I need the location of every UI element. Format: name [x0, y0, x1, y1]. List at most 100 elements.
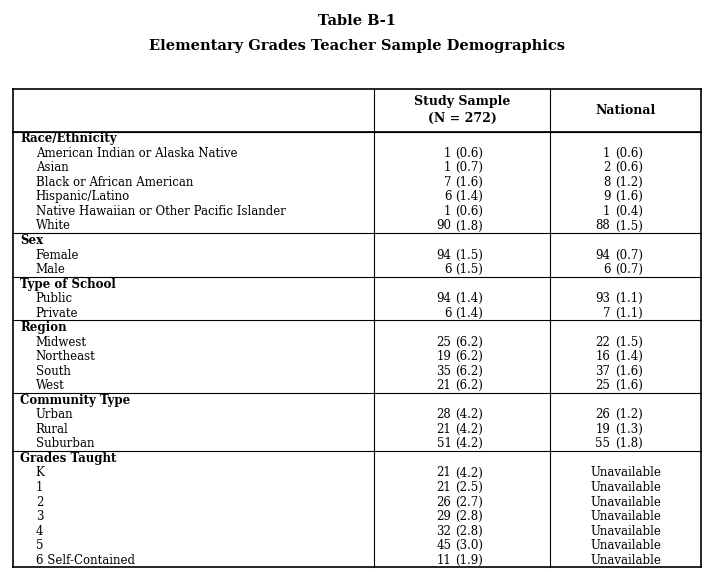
Text: (1.4): (1.4) — [615, 350, 643, 363]
Text: (1.5): (1.5) — [615, 220, 643, 232]
Text: Sex: Sex — [20, 234, 43, 247]
Text: (1.1): (1.1) — [615, 307, 643, 320]
Text: 1: 1 — [603, 205, 610, 218]
Text: Unavailable: Unavailable — [590, 495, 661, 509]
Text: (4.2): (4.2) — [455, 423, 483, 436]
Text: South: South — [36, 365, 71, 378]
Text: (2.8): (2.8) — [455, 510, 483, 523]
Text: Elementary Grades Teacher Sample Demographics: Elementary Grades Teacher Sample Demogra… — [149, 39, 565, 53]
Text: Midwest: Midwest — [36, 336, 86, 349]
Text: 29: 29 — [436, 510, 451, 523]
Text: Asian: Asian — [36, 161, 69, 174]
Text: (1.8): (1.8) — [455, 220, 483, 232]
Text: (0.6): (0.6) — [615, 147, 643, 160]
Text: (1.4): (1.4) — [455, 307, 483, 320]
Text: 26: 26 — [436, 495, 451, 509]
Text: (4.2): (4.2) — [455, 408, 483, 422]
Text: (1.8): (1.8) — [615, 438, 643, 450]
Text: (1.4): (1.4) — [455, 190, 483, 204]
Text: 1: 1 — [444, 161, 451, 174]
Text: (1.5): (1.5) — [615, 336, 643, 349]
Text: (2.7): (2.7) — [455, 495, 483, 509]
Text: (1.1): (1.1) — [615, 292, 643, 305]
Text: 8: 8 — [603, 176, 610, 189]
Text: (6.2): (6.2) — [455, 379, 483, 392]
Text: 25: 25 — [595, 379, 610, 392]
Text: 21: 21 — [437, 379, 451, 392]
Text: Female: Female — [36, 249, 79, 261]
Text: 7: 7 — [444, 176, 451, 189]
Text: (1.4): (1.4) — [455, 292, 483, 305]
Text: (6.2): (6.2) — [455, 350, 483, 363]
Text: 35: 35 — [436, 365, 451, 378]
Text: (3.0): (3.0) — [455, 539, 483, 552]
Text: (1.6): (1.6) — [615, 190, 643, 204]
Text: American Indian or Alaska Native: American Indian or Alaska Native — [36, 147, 237, 160]
Text: 5: 5 — [36, 539, 44, 552]
Text: (1.6): (1.6) — [615, 365, 643, 378]
Text: Type of School: Type of School — [20, 277, 116, 291]
Text: 6 Self-Contained: 6 Self-Contained — [36, 554, 135, 567]
Text: 21: 21 — [437, 481, 451, 494]
Text: Urban: Urban — [36, 408, 74, 422]
Text: Unavailable: Unavailable — [590, 467, 661, 479]
Text: 93: 93 — [595, 292, 610, 305]
Text: (1.3): (1.3) — [615, 423, 643, 436]
Text: (1.9): (1.9) — [455, 554, 483, 567]
Text: 4: 4 — [36, 525, 44, 538]
Text: (0.7): (0.7) — [615, 249, 643, 261]
Text: West: West — [36, 379, 64, 392]
Text: 88: 88 — [595, 220, 610, 232]
Text: Black or African American: Black or African American — [36, 176, 193, 189]
Text: Region: Region — [20, 321, 66, 334]
Text: 25: 25 — [436, 336, 451, 349]
Text: White: White — [36, 220, 71, 232]
Text: 2: 2 — [603, 161, 610, 174]
Text: 45: 45 — [436, 539, 451, 552]
Text: Private: Private — [36, 307, 79, 320]
Text: 22: 22 — [595, 336, 610, 349]
Text: Unavailable: Unavailable — [590, 510, 661, 523]
Text: 90: 90 — [436, 220, 451, 232]
Text: 26: 26 — [595, 408, 610, 422]
Text: 6: 6 — [603, 263, 610, 276]
Text: 32: 32 — [436, 525, 451, 538]
Text: Northeast: Northeast — [36, 350, 96, 363]
Text: Suburban: Suburban — [36, 438, 94, 450]
Text: 1: 1 — [444, 147, 451, 160]
Text: 7: 7 — [603, 307, 610, 320]
Text: 28: 28 — [437, 408, 451, 422]
Text: 37: 37 — [595, 365, 610, 378]
Text: (6.2): (6.2) — [455, 365, 483, 378]
Text: 11: 11 — [437, 554, 451, 567]
Text: 6: 6 — [444, 263, 451, 276]
Text: (0.4): (0.4) — [615, 205, 643, 218]
Text: Rural: Rural — [36, 423, 69, 436]
Text: Male: Male — [36, 263, 66, 276]
Text: (2.5): (2.5) — [455, 481, 483, 494]
Text: 9: 9 — [603, 190, 610, 204]
Text: (4.2): (4.2) — [455, 438, 483, 450]
Text: 21: 21 — [437, 423, 451, 436]
Text: 6: 6 — [444, 307, 451, 320]
Text: 19: 19 — [436, 350, 451, 363]
Text: (2.8): (2.8) — [455, 525, 483, 538]
Text: 3: 3 — [36, 510, 44, 523]
Text: K: K — [36, 467, 44, 479]
Text: (0.7): (0.7) — [615, 263, 643, 276]
Text: (0.6): (0.6) — [455, 147, 483, 160]
Text: Public: Public — [36, 292, 73, 305]
Text: Unavailable: Unavailable — [590, 554, 661, 567]
Text: (0.7): (0.7) — [455, 161, 483, 174]
Text: Unavailable: Unavailable — [590, 539, 661, 552]
Text: 94: 94 — [436, 249, 451, 261]
Text: 1: 1 — [444, 205, 451, 218]
Text: (6.2): (6.2) — [455, 336, 483, 349]
Text: (1.2): (1.2) — [615, 408, 643, 422]
Text: Table B-1: Table B-1 — [318, 14, 396, 28]
Text: (1.5): (1.5) — [455, 263, 483, 276]
Text: (0.6): (0.6) — [455, 205, 483, 218]
Text: 21: 21 — [437, 467, 451, 479]
Text: Unavailable: Unavailable — [590, 481, 661, 494]
Text: 51: 51 — [436, 438, 451, 450]
